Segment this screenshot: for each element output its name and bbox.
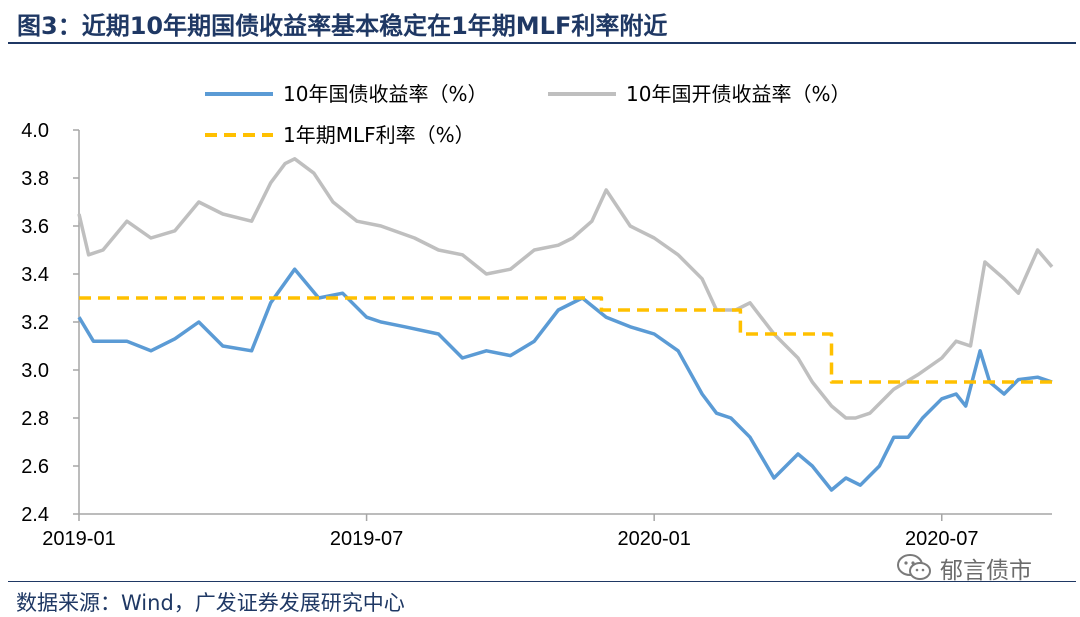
y-tick-label: 2.4: [21, 504, 49, 526]
source-note: 数据来源：Wind，广发证券发展研究中心: [16, 591, 405, 615]
y-tick-label: 4.0: [21, 120, 49, 142]
series-line-0: [77, 267, 1053, 492]
series-line-1: [77, 157, 1054, 420]
title-divider: [8, 42, 1076, 44]
wechat-icon: [897, 554, 931, 580]
y-tick-label: 3.2: [21, 312, 49, 334]
title-bar: 图3：近期10年期国债收益率基本稳定在1年期MLF利率附近: [0, 0, 1080, 44]
y-tick-label: 3.6: [21, 216, 49, 238]
y-tick-label: 2.6: [21, 456, 49, 478]
chart-title: 图3：近期10年期国债收益率基本稳定在1年期MLF利率附近: [17, 12, 668, 40]
legend-label-2: 1年期MLF利率（%）: [283, 123, 475, 147]
source-divider: [8, 581, 1076, 582]
x-tick-label: 2020-07: [905, 528, 978, 550]
x-tick-label: 2020-01: [617, 528, 690, 550]
series-layer: [77, 157, 1054, 492]
y-tick-label: 2.8: [21, 408, 49, 430]
y-tick-label: 3.8: [21, 168, 49, 190]
y-tick-label: 3.4: [21, 264, 49, 286]
legend: 10年国债收益率（%） 10年国开债收益率（%） 1年期MLF利率（%）: [205, 82, 850, 147]
watermark-text: 郁言债市: [940, 558, 1032, 584]
watermark: 郁言债市: [896, 550, 1032, 586]
legend-label-0: 10年国债收益率（%）: [283, 82, 487, 106]
x-tick-label: 2019-01: [42, 528, 115, 550]
y-tick-label: 3.0: [21, 360, 49, 382]
legend-label-1: 10年国开债收益率（%）: [626, 82, 850, 106]
series-line-2: [79, 296, 1052, 384]
x-tick-label: 2019-07: [330, 528, 403, 550]
line-chart: 10年国债收益率（%） 10年国开债收益率（%） 1年期MLF利率（%） 4.0 3.…: [21, 82, 1054, 550]
